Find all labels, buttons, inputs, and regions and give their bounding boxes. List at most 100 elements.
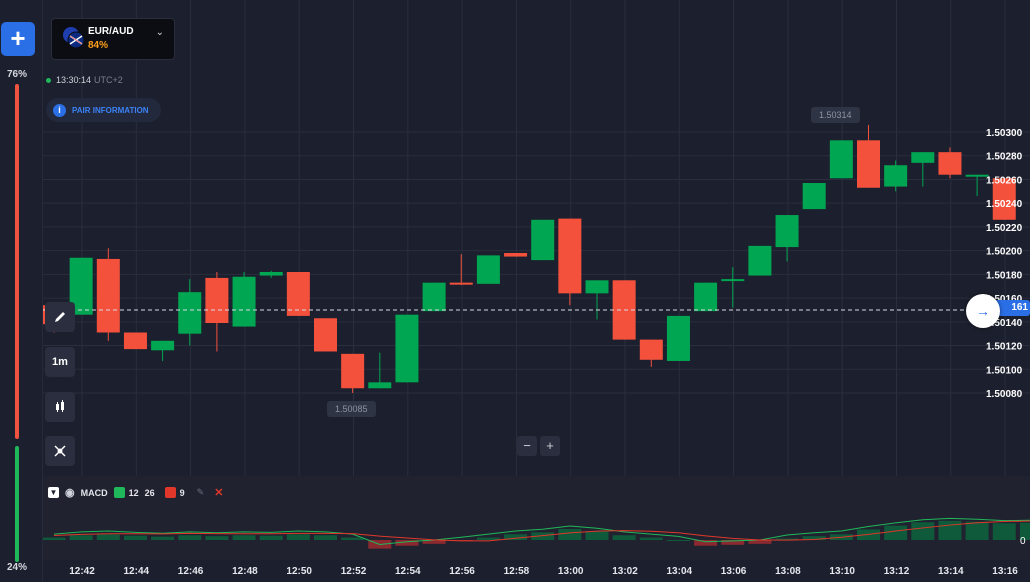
candle-body	[422, 282, 446, 312]
macd-bar	[259, 535, 283, 540]
add-button[interactable]: +	[1, 22, 35, 56]
macd-name: MACD	[80, 487, 108, 498]
macd-bar	[585, 531, 609, 540]
candle-body	[232, 276, 256, 327]
time-tick-label: 12:50	[286, 566, 312, 577]
macd-bar	[748, 540, 772, 544]
macd-bar	[314, 535, 337, 540]
candle-body	[504, 253, 528, 257]
candle-body	[992, 178, 1016, 220]
price-tick-label: 1.50280	[986, 152, 1023, 163]
macd-bar	[286, 534, 310, 540]
signal-line	[53, 520, 1030, 542]
price-tick-label: 1.50300	[986, 128, 1023, 139]
candle-body	[666, 315, 690, 361]
time-axis: 12:42 12:44 12:46 12:48 12:50 12:52 12:54 12:56…	[69, 566, 1018, 577]
candle-body	[531, 219, 555, 261]
chart-type-button[interactable]	[45, 392, 75, 422]
candle-body	[395, 314, 419, 383]
asset-selector[interactable]: EUR/AUD 84% ⌄	[51, 18, 175, 60]
indicators-button[interactable]	[45, 436, 75, 466]
candle-body	[802, 183, 826, 210]
collapse-icon[interactable]: ▼	[48, 487, 59, 498]
server-clock: 13:30:14 UTC+2	[46, 75, 123, 85]
pencil-icon	[55, 312, 65, 323]
price-tick-label: 1.50100	[986, 365, 1023, 376]
macd-panel	[43, 476, 1030, 560]
candle-body	[965, 174, 989, 177]
chevron-down-icon: ⌄	[155, 27, 164, 38]
macd-bar	[341, 537, 365, 540]
price-tick-label: 1.50160	[986, 294, 1023, 305]
scroll-to-latest-button[interactable]: →	[966, 294, 1000, 328]
time-tick-label: 13:14	[938, 566, 964, 577]
pair-information-button[interactable]: i PAIR INFORMATION	[46, 98, 161, 122]
macd-bar	[911, 522, 935, 540]
macd-bar	[694, 540, 718, 546]
macd-bar	[992, 523, 1016, 540]
macd-bar	[42, 537, 66, 540]
price-tick-label: 1.50240	[986, 199, 1023, 210]
candle-body	[585, 280, 609, 294]
macd-bar	[422, 540, 446, 544]
candle-body	[314, 318, 337, 352]
candle-body	[748, 245, 772, 276]
time-tick-label: 13:10	[829, 566, 855, 577]
asset-payout: 84%	[88, 40, 109, 51]
macd-bar	[96, 534, 120, 540]
macd-bar	[476, 537, 500, 540]
candle-body	[341, 353, 365, 389]
time-tick-label: 13:00	[558, 566, 584, 577]
macd-bar	[639, 537, 663, 540]
timeframe-button[interactable]: 1m	[45, 347, 75, 377]
candle-body	[449, 282, 473, 285]
satellite-icon	[54, 445, 66, 457]
low-price-marker: 1.50085	[327, 401, 376, 417]
time-tick-label: 12:56	[449, 566, 475, 577]
time-tick-label: 13:12	[884, 566, 910, 577]
macd-bar	[395, 540, 419, 546]
sentiment-down-bar	[15, 84, 19, 439]
edit-icon[interactable]: ✎	[196, 487, 205, 497]
time-tick-label: 13:16	[992, 566, 1018, 577]
price-tick-label: 1.50120	[986, 342, 1023, 353]
candle-body	[829, 140, 853, 179]
macd-bar	[666, 540, 690, 541]
candle-body	[938, 152, 962, 175]
candle-body	[721, 279, 745, 282]
arrow-right-icon: →	[976, 303, 990, 319]
remove-indicator-icon[interactable]: ✕	[214, 487, 224, 499]
time-tick-label: 13:06	[721, 566, 747, 577]
price-tick-label: 1.50080	[986, 389, 1023, 400]
clock-time: 13:30:14	[56, 75, 92, 85]
time-tick-label: 13:04	[667, 566, 693, 577]
signal-color-swatch[interactable]	[164, 487, 176, 498]
time-tick-label: 12:44	[124, 566, 150, 577]
macd-color-swatch[interactable]	[113, 487, 125, 498]
draw-tool-button[interactable]	[45, 302, 75, 332]
info-icon: i	[53, 103, 66, 117]
macd-bar	[965, 521, 989, 540]
macd-bar	[205, 536, 229, 540]
time-tick-label: 12:48	[232, 566, 258, 577]
candle-body	[911, 152, 935, 163]
macd-bar	[69, 535, 93, 540]
left-sidebar: + 76% 24%	[0, 0, 43, 582]
time-tick-label: 12:52	[341, 566, 367, 577]
macd-bar	[721, 540, 745, 545]
macd-line	[53, 517, 1030, 546]
candle-body	[178, 292, 202, 334]
sentiment-up-bar	[15, 446, 19, 562]
macd-bar	[151, 536, 175, 540]
candle-body	[558, 218, 582, 294]
price-tick-label: 1.50140	[986, 318, 1023, 329]
time-tick-label: 12:42	[69, 566, 95, 577]
zoom-in-button[interactable]: +	[540, 436, 560, 456]
macd-bar	[558, 528, 582, 540]
candle-body	[205, 277, 229, 324]
macd-bar	[775, 538, 799, 540]
eye-icon[interactable]: ◉	[65, 487, 75, 499]
zoom-out-button[interactable]: −	[517, 436, 537, 456]
macd-bar	[884, 525, 908, 540]
